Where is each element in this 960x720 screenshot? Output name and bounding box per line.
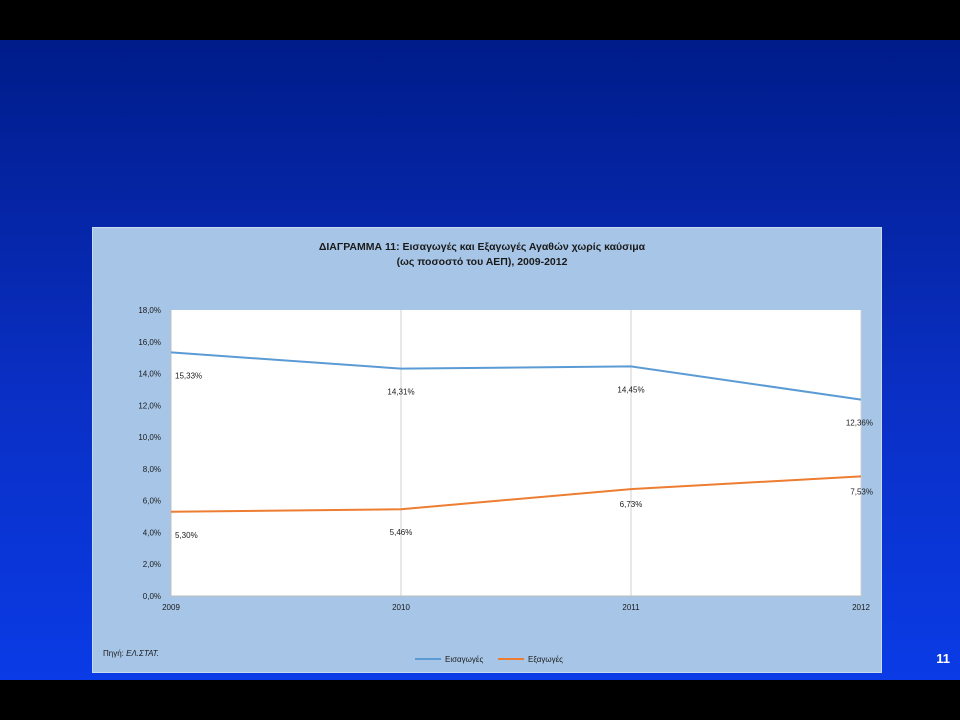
x-tick-label: 2012 <box>852 603 870 612</box>
source-note: Πηγή: ΕΛ.ΣΤΑΤ. <box>103 649 159 658</box>
chart-title: ΔΙΑΓΡΑΜΜΑ 11: Εισαγωγές και Εξαγωγές Αγα… <box>319 241 646 253</box>
source-label: Πηγή: <box>103 649 126 658</box>
source-value: ΕΛ.ΣΤΑΤ. <box>126 649 159 658</box>
data-label: 14,45% <box>617 385 644 394</box>
data-label: 5,30% <box>175 531 198 540</box>
y-tick-label: 4,0% <box>143 528 161 537</box>
slide-number: 11 <box>936 651 950 666</box>
y-tick-label: 8,0% <box>143 465 161 474</box>
data-label: 6,73% <box>620 500 643 509</box>
legend-label: Εισαγωγές <box>445 655 483 664</box>
y-tick-label: 6,0% <box>143 497 161 506</box>
y-tick-label: 10,0% <box>138 433 161 442</box>
series-line-exports <box>170 475 862 513</box>
data-label: 15,33% <box>175 371 202 380</box>
line-chart: ΔΙΑΓΡΑΜΜΑ 11: Εισαγωγές και Εξαγωγές Αγα… <box>103 241 873 664</box>
x-tick-label: 2011 <box>622 603 640 612</box>
x-tick-label: 2009 <box>162 603 180 612</box>
y-tick-label: 18,0% <box>138 306 161 315</box>
y-tick-label: 16,0% <box>138 338 161 347</box>
y-tick-label: 2,0% <box>143 560 161 569</box>
data-label: 14,31% <box>387 388 414 397</box>
slide-background: ΔΙΑΓΡΑΜΜΑ 11: Εισαγωγές και Εξαγωγές Αγα… <box>0 40 960 680</box>
y-tick-label: 0,0% <box>143 592 161 601</box>
data-label: 5,46% <box>390 528 413 537</box>
chart-subtitle: (ως ποσοστό του ΑΕΠ), 2009-2012 <box>397 256 568 268</box>
data-label: 7,53% <box>850 487 873 496</box>
y-tick-label: 12,0% <box>138 401 161 410</box>
y-tick-label: 14,0% <box>138 370 161 379</box>
legend-label: Εξαγωγές <box>528 655 563 664</box>
plot-area <box>171 310 861 596</box>
data-label: 12,36% <box>846 419 873 428</box>
series-line-imports <box>170 351 862 401</box>
chart-panel: ΔΙΑΓΡΑΜΜΑ 11: Εισαγωγές και Εξαγωγές Αγα… <box>92 227 882 673</box>
x-tick-label: 2010 <box>392 603 410 612</box>
